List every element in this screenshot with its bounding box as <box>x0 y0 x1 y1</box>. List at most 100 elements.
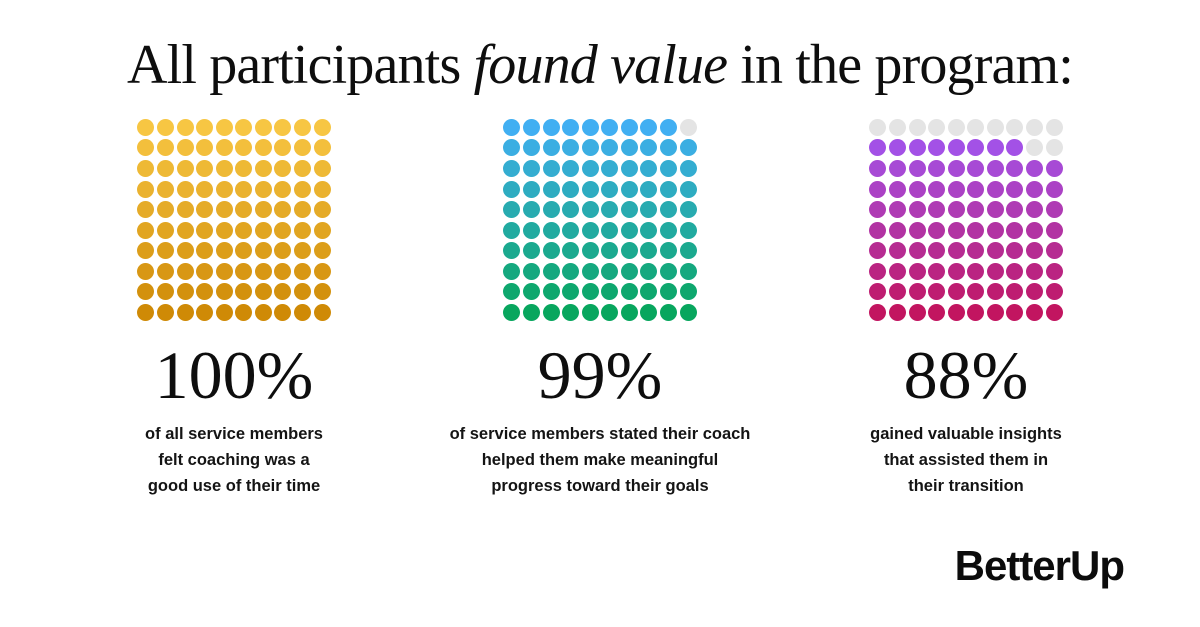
waffle-dot <box>947 139 965 157</box>
waffle-dot <box>888 201 906 219</box>
waffle-dot <box>928 242 946 260</box>
waffle-dot <box>156 118 174 136</box>
waffle-dot <box>313 159 331 177</box>
waffle-dot <box>176 304 194 322</box>
waffle-dot <box>1026 221 1044 239</box>
waffle-dot <box>947 283 965 301</box>
waffle-dot <box>137 139 155 157</box>
percent-value: 99% <box>537 337 663 414</box>
waffle-dot <box>581 180 599 198</box>
waffle-dot <box>294 262 312 280</box>
waffle-dot <box>137 201 155 219</box>
waffle-dot <box>215 180 233 198</box>
waffle-dot <box>601 180 619 198</box>
waffle-dot <box>235 304 253 322</box>
waffle-dot <box>947 180 965 198</box>
waffle-dot <box>908 283 926 301</box>
waffle-dot <box>176 180 194 198</box>
waffle-dot <box>1045 304 1063 322</box>
waffle-dot <box>908 139 926 157</box>
waffle-dot <box>1006 201 1024 219</box>
waffle-dot <box>888 139 906 157</box>
waffle-dot <box>215 262 233 280</box>
waffle-dot <box>235 283 253 301</box>
waffle-dot <box>967 221 985 239</box>
waffle-dot <box>176 221 194 239</box>
waffle-dot <box>562 118 580 136</box>
waffle-dot <box>660 262 678 280</box>
waffle-dot <box>679 201 697 219</box>
waffle-dot <box>660 242 678 260</box>
waffle-dot <box>156 262 174 280</box>
waffle-dot <box>562 221 580 239</box>
waffle-dot <box>620 242 638 260</box>
waffle-dot <box>660 118 678 136</box>
waffle-dot <box>137 159 155 177</box>
waffle-dot <box>503 221 521 239</box>
stat-caption: of service members stated their coach he… <box>449 425 751 496</box>
waffle-dot <box>196 304 214 322</box>
waffle-dot <box>601 283 619 301</box>
waffle-dot <box>522 201 540 219</box>
waffle-dot <box>215 242 233 260</box>
waffle-dot <box>235 201 253 219</box>
waffle-dot <box>888 159 906 177</box>
waffle-dot <box>294 304 312 322</box>
waffle-dot <box>908 118 926 136</box>
waffle-dot <box>869 304 887 322</box>
waffle-dot <box>660 283 678 301</box>
waffle-dot <box>660 180 678 198</box>
waffle-dot <box>196 159 214 177</box>
waffle-dot <box>967 262 985 280</box>
waffle-dot <box>313 221 331 239</box>
waffle-dot <box>522 283 540 301</box>
waffle-dot <box>215 304 233 322</box>
waffle-dot <box>313 139 331 157</box>
waffle-dot <box>254 283 272 301</box>
waffle-dot <box>522 304 540 322</box>
waffle-dot <box>967 180 985 198</box>
waffle-dot <box>888 118 906 136</box>
waffle-dot <box>294 180 312 198</box>
waffle-dot <box>888 242 906 260</box>
waffle-dot <box>294 242 312 260</box>
waffle-dot <box>869 221 887 239</box>
waffle-dot <box>1045 242 1063 260</box>
waffle-dot <box>156 201 174 219</box>
waffle-dot <box>274 242 292 260</box>
waffle-dot <box>254 304 272 322</box>
waffle-dot <box>196 201 214 219</box>
waffle-dot <box>581 159 599 177</box>
waffle-dot <box>1026 118 1044 136</box>
waffle-dot <box>254 118 272 136</box>
waffle-dot <box>620 221 638 239</box>
waffle-dot <box>869 139 887 157</box>
waffle-dot <box>986 159 1004 177</box>
waffle-chart-88 <box>869 118 1063 322</box>
waffle-dot <box>176 139 194 157</box>
waffle-dot <box>196 221 214 239</box>
waffle-dot <box>313 304 331 322</box>
waffle-dot <box>274 180 292 198</box>
page-title: All participants found value in the prog… <box>0 34 1200 97</box>
stat-caption: gained valuable insights that assisted t… <box>870 425 1062 496</box>
waffle-dot <box>156 159 174 177</box>
waffle-dot <box>156 304 174 322</box>
waffle-dot <box>1045 262 1063 280</box>
title-segment-pre: All participants <box>127 34 474 96</box>
waffle-dot <box>928 159 946 177</box>
waffle-dot <box>1026 262 1044 280</box>
waffle-dot <box>660 201 678 219</box>
stat-column-coaching-time: 100% of all service members felt coachin… <box>74 118 394 499</box>
waffle-dot <box>967 283 985 301</box>
waffle-dot <box>503 118 521 136</box>
waffle-dot <box>1045 221 1063 239</box>
waffle-dot <box>176 118 194 136</box>
waffle-dot <box>660 221 678 239</box>
waffle-dot <box>215 201 233 219</box>
stats-row: 100% of all service members felt coachin… <box>0 118 1200 499</box>
waffle-dot <box>640 304 658 322</box>
waffle-dot <box>986 262 1004 280</box>
waffle-dot <box>313 201 331 219</box>
waffle-dot <box>679 159 697 177</box>
